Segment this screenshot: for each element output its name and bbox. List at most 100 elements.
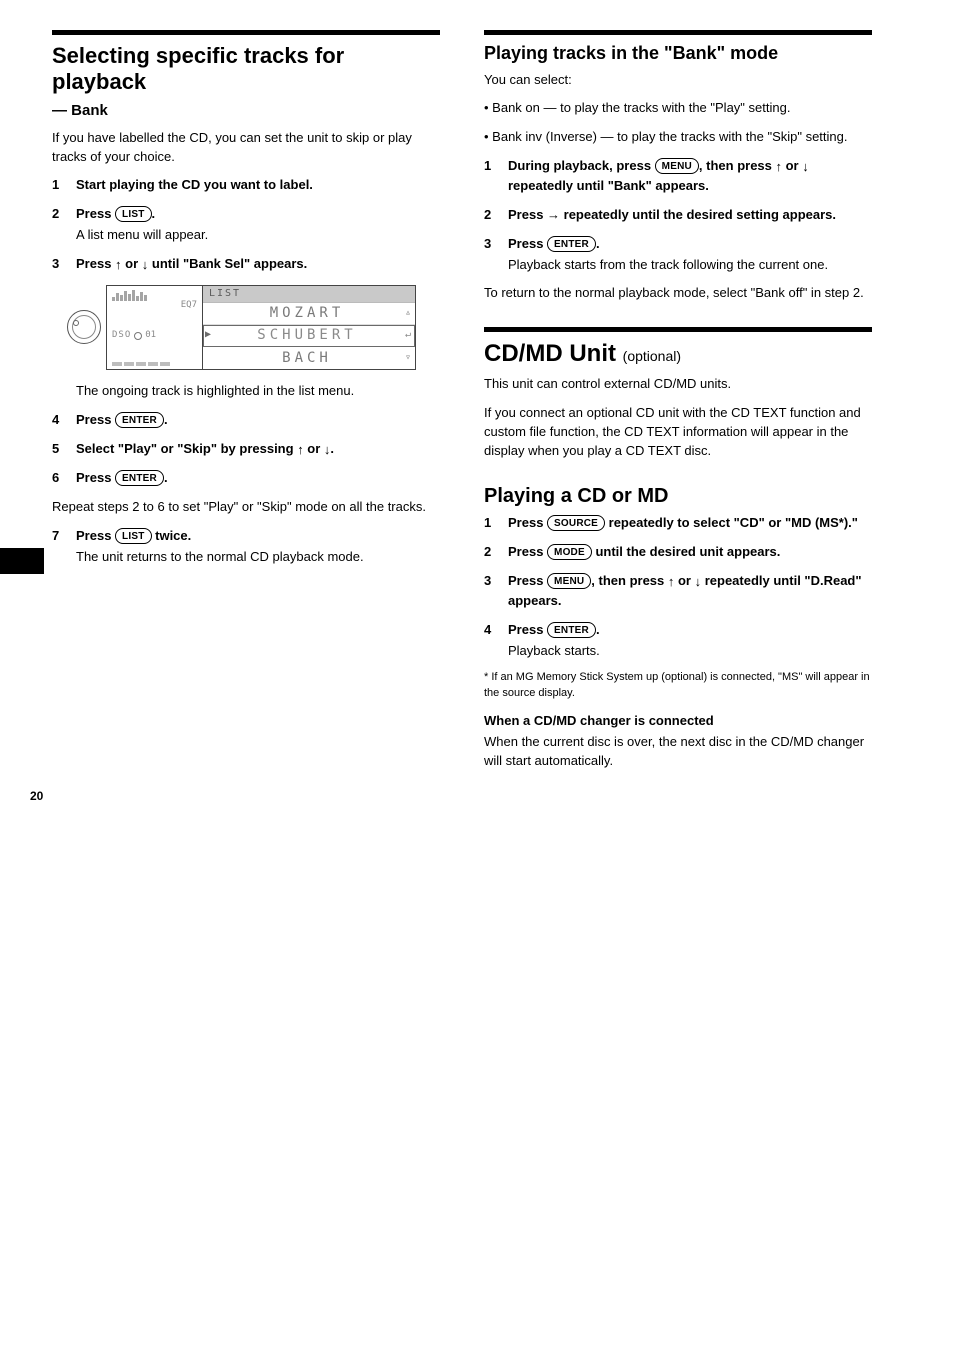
step-number: 4 — [52, 411, 66, 430]
step-number: 4 — [484, 621, 498, 661]
txt: or — [122, 256, 142, 271]
rightA-p1: You can select: — [484, 71, 872, 90]
left-step-4: 4 Press ENTER. — [52, 411, 440, 430]
step-number: 7 — [52, 527, 66, 567]
track-no: 01 — [145, 331, 156, 340]
step-text: Select "Play" or "Skip" by pressing ↑ or… — [76, 440, 440, 460]
top-rule-right — [484, 30, 872, 35]
step-number: 5 — [52, 440, 66, 460]
enter-button: ENTER — [115, 412, 164, 428]
txt: Press — [76, 412, 115, 427]
rightB-step-2: 2 Press MODE until the desired unit appe… — [484, 543, 872, 562]
top-rule-left — [52, 30, 440, 35]
lcd-sidebox: EQ7 DSO 01 — [107, 286, 203, 369]
mid-rule-right — [484, 327, 872, 332]
lcd-midline: DSO 01 — [112, 331, 197, 340]
rightB-small-body: When the current disc is over, the next … — [484, 733, 872, 771]
txt: . — [164, 470, 168, 485]
step-sub: A list menu will appear. — [76, 226, 440, 245]
txt: . — [596, 236, 600, 251]
txt: or — [304, 441, 324, 456]
rightB-step-4: 4 Press ENTER. Playback starts. — [484, 621, 872, 661]
enter-button: ENTER — [115, 470, 164, 486]
side-tab — [0, 548, 44, 574]
enter-button: ENTER — [547, 236, 596, 252]
step-text: Press MENU, then press ↑ or ↓ repeatedly… — [508, 572, 872, 611]
step-text: Press MODE until the desired unit appear… — [508, 543, 872, 562]
enter-icon: ↵ — [405, 324, 411, 346]
menu-button: MENU — [655, 158, 699, 174]
left-step-1: 1 Start playing the CD you want to label… — [52, 176, 440, 195]
rightB-small-hdr: When a CD/MD changer is connected — [484, 712, 872, 731]
txt: until the desired unit appears. — [592, 544, 781, 559]
left-subtitle: — Bank — [52, 102, 440, 119]
step-text: Press ENTER. — [508, 236, 600, 251]
step-number: 1 — [52, 176, 66, 195]
lcd-list: LIST MOZART ▵ ▶ SCHUBERT ↵ BACH ▿ — [203, 286, 415, 369]
txt: (optional) — [623, 348, 681, 364]
left-intro: If you have labelled the CD, you can set… — [52, 129, 440, 167]
menu-button: MENU — [547, 573, 591, 589]
step-text: Press ↑ or ↓ until "Bank Sel" appears. — [76, 255, 440, 275]
left-step-2: 2 Press LIST. A list menu will appear. — [52, 205, 440, 245]
rightA-cancel: To return to the normal playback mode, s… — [484, 284, 872, 303]
lcd-row-text: MOZART — [270, 302, 345, 324]
scroll-down-icon: ▿ — [405, 347, 411, 369]
txt: Press — [76, 206, 115, 221]
rightB-conn: If you connect an optional CD unit with … — [484, 404, 872, 461]
dso-label: DSO — [112, 331, 131, 340]
step-text: During playback, press MENU, then press … — [508, 157, 872, 196]
lcd-row-text: SCHUBERT — [257, 324, 356, 346]
txt: or — [674, 573, 694, 588]
left-tip: Repeat steps 2 to 6 to set "Play" or "Sk… — [52, 498, 440, 517]
left-step-6: 6 Press ENTER. — [52, 469, 440, 488]
lcd-row-selected: ▶ SCHUBERT ↵ — [203, 325, 415, 347]
page-number: 20 — [30, 789, 43, 803]
lcd-knob-column — [62, 310, 106, 344]
rightA-title: Playing tracks in the "Bank" mode — [484, 43, 872, 65]
left-step-7: 7 Press LIST twice. The unit returns to … — [52, 527, 440, 567]
lcd-bottom-bars — [112, 362, 197, 366]
txt: Press — [508, 544, 547, 559]
step-text: Press ENTER. — [508, 622, 600, 637]
list-button: LIST — [115, 528, 151, 544]
scroll-up-icon: ▵ — [405, 302, 411, 324]
rightB-title: CD/MD Unit (optional) — [484, 340, 872, 369]
step-text: Start playing the CD you want to label. — [76, 176, 440, 195]
step-text: Press LIST twice. — [76, 528, 191, 543]
txt: Press — [508, 573, 547, 588]
txt: . — [330, 441, 334, 456]
eq-label: EQ7 — [112, 301, 197, 310]
rightA-li2: • Bank inv (Inverse) — to play the track… — [484, 128, 872, 147]
txt: Press — [508, 515, 547, 530]
txt: Press — [76, 470, 115, 485]
step-number: 6 — [52, 469, 66, 488]
txt: . — [152, 206, 156, 221]
step-number: 3 — [484, 235, 498, 275]
rightA-step-2: 2 Press → repeatedly until the desired s… — [484, 206, 872, 225]
step-text: Press ENTER. — [76, 469, 440, 488]
rightB-footnote: * If an MG Memory Stick System up (optio… — [484, 670, 872, 702]
rightB-step-3: 3 Press MENU, then press ↑ or ↓ repeated… — [484, 572, 872, 611]
txt: until "Bank Sel" appears. — [148, 256, 307, 271]
step-text: Press LIST. — [76, 206, 155, 221]
step-number: 2 — [52, 205, 66, 245]
step-text: Press ENTER. — [76, 411, 440, 430]
step-number: 2 — [484, 543, 498, 562]
arrow-up-icon: ↑ — [776, 158, 783, 177]
enter-button: ENTER — [547, 622, 596, 638]
txt: repeatedly to select "CD" or "MD (MS*)." — [605, 515, 858, 530]
txt: Bank inv (Inverse) — to play the tracks … — [492, 129, 847, 144]
arrow-down-icon: ↓ — [802, 158, 809, 177]
lcd-row-text: BACH — [282, 347, 332, 369]
txt: . — [164, 412, 168, 427]
txt: Press — [508, 622, 547, 637]
mode-button: MODE — [547, 544, 592, 560]
rightA-li1: • Bank on — to play the tracks with the … — [484, 99, 872, 118]
txt: Bank on — to play the tracks with the "P… — [492, 100, 790, 115]
lcd-screenshot: EQ7 DSO 01 LIST MOZART ▵ — [62, 285, 440, 370]
disc-icon — [134, 332, 142, 340]
step-number: 1 — [484, 157, 498, 196]
lcd-panel: EQ7 DSO 01 LIST MOZART ▵ — [106, 285, 416, 370]
txt: . — [596, 622, 600, 637]
